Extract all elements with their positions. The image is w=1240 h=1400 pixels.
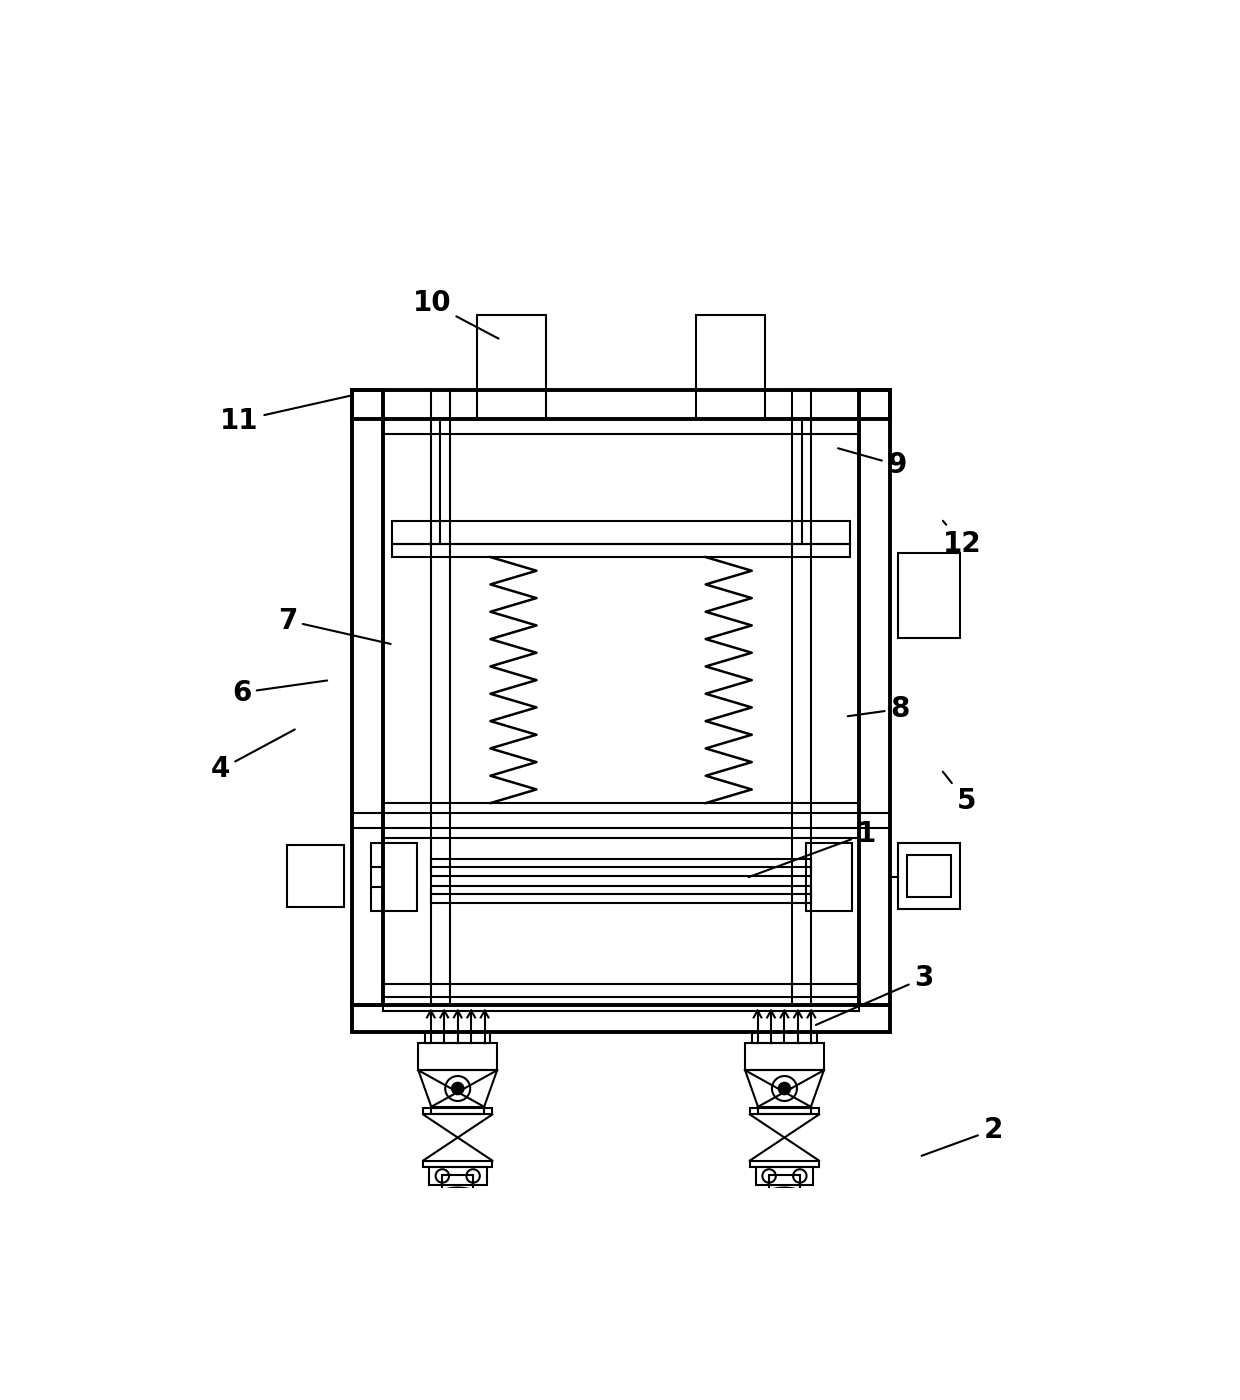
Bar — [696, 315, 765, 419]
Bar — [755, 1168, 813, 1184]
Text: 11: 11 — [221, 395, 352, 434]
Bar — [383, 804, 859, 837]
Bar — [750, 1107, 820, 1114]
Bar — [371, 843, 418, 911]
Bar — [898, 553, 960, 638]
Bar — [286, 846, 345, 907]
Bar — [423, 1107, 492, 1114]
Bar — [443, 1175, 474, 1190]
Text: 4: 4 — [211, 729, 295, 784]
Bar — [750, 1161, 820, 1168]
Bar — [352, 389, 890, 419]
Bar — [908, 855, 951, 897]
Bar — [392, 521, 849, 543]
Text: 7: 7 — [278, 606, 391, 644]
Text: 8: 8 — [848, 694, 909, 722]
Bar — [429, 1168, 486, 1184]
Bar — [430, 886, 811, 903]
Bar — [477, 315, 546, 419]
Bar — [352, 813, 890, 827]
Text: 2: 2 — [921, 1116, 1003, 1156]
Text: 12: 12 — [942, 521, 982, 557]
Bar — [425, 1032, 490, 1043]
Circle shape — [451, 1082, 464, 1095]
Bar — [432, 1107, 484, 1114]
Bar — [792, 389, 811, 1005]
Text: 3: 3 — [816, 965, 934, 1025]
Bar — [751, 1032, 817, 1043]
Bar — [745, 1043, 823, 1070]
Text: 10: 10 — [413, 290, 498, 339]
Bar — [769, 1175, 800, 1190]
Bar — [430, 858, 811, 876]
Bar — [806, 843, 852, 911]
Bar — [898, 843, 960, 909]
Text: 9: 9 — [838, 448, 906, 479]
Bar — [859, 389, 890, 1005]
Bar — [383, 419, 859, 434]
Bar — [383, 1005, 859, 1011]
Circle shape — [779, 1082, 790, 1095]
Bar — [383, 984, 859, 997]
Bar — [418, 1043, 497, 1070]
Bar — [758, 1107, 811, 1114]
Bar — [423, 1161, 492, 1168]
Bar — [430, 389, 450, 1005]
Bar — [352, 1005, 890, 1032]
Text: 6: 6 — [232, 679, 327, 707]
Bar — [392, 543, 849, 557]
Text: 5: 5 — [942, 771, 976, 815]
Bar — [352, 389, 383, 1005]
Text: 1: 1 — [749, 820, 875, 876]
